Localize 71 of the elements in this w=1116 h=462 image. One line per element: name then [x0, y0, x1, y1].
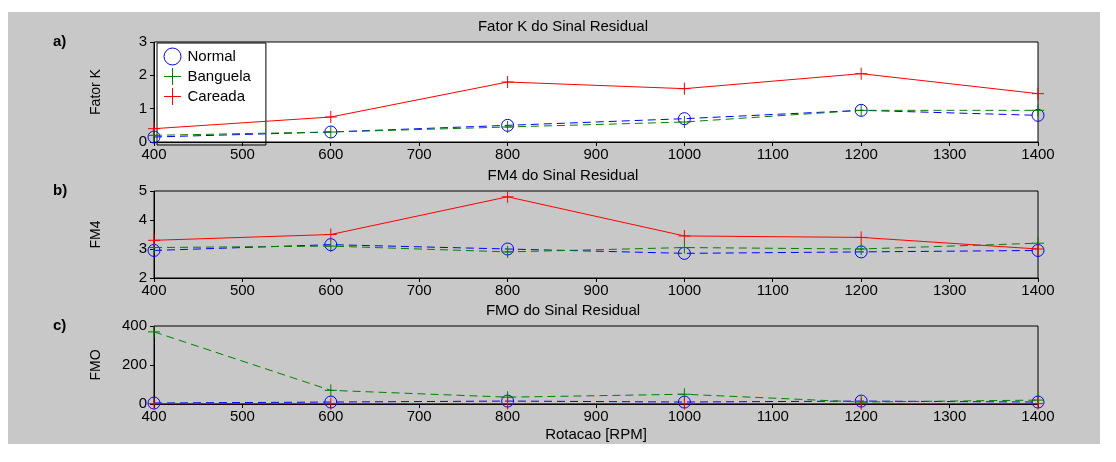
y-tick-label: 2: [138, 65, 147, 83]
x-tick-label: 1400: [1021, 281, 1055, 299]
point: [1031, 108, 1045, 122]
point: [147, 233, 161, 247]
x-tick-label: 1300: [932, 281, 967, 299]
y-tick-label: 0: [138, 132, 147, 150]
x-tick-label: 600: [318, 407, 344, 425]
y-tick-label: 0: [138, 394, 147, 412]
legend-label: Banguela: [187, 66, 252, 84]
x-tick-label: 1300: [932, 407, 967, 425]
y-tick-label: 2: [138, 268, 147, 286]
x-tick-label: 500: [229, 281, 255, 299]
point: [677, 246, 691, 260]
y-tick-label: 1: [138, 98, 147, 116]
x-tick-label: 1000: [667, 145, 702, 163]
x-tick-label: 1100: [756, 145, 789, 163]
text: a): [53, 31, 67, 49]
x-tick-label: 700: [406, 407, 432, 425]
x-tick-label: 800: [495, 145, 521, 163]
x-tick-label: 1100: [756, 281, 789, 299]
y-axis-title: FMO: [87, 349, 104, 381]
x-tick-label: 1100: [756, 407, 789, 425]
point: [1031, 87, 1045, 101]
x-tick-label: 1200: [844, 145, 878, 163]
point: [677, 82, 691, 96]
x-tick-label: 900: [583, 145, 609, 163]
point: [324, 110, 338, 124]
x-tick-label: 1000: [667, 407, 702, 425]
x-tick-label: 1400: [1021, 407, 1055, 425]
point: [501, 190, 515, 204]
chart-title: FM4 do Sinal Residual: [487, 166, 639, 184]
legend-label: Normal: [187, 46, 236, 64]
point: [854, 67, 868, 81]
y-tick-label: 400: [121, 316, 147, 334]
x-tick-label: 1000: [667, 281, 702, 299]
x-tick-label: 900: [583, 407, 609, 425]
point: [854, 230, 868, 244]
x-tick-label: 1200: [844, 407, 878, 425]
x-tick-label: 800: [495, 281, 521, 299]
y-tick-label: 3: [138, 32, 147, 50]
point: [147, 122, 161, 136]
y-tick-label: 200: [121, 355, 147, 373]
legend-label: Careada: [187, 86, 246, 104]
point: [324, 228, 338, 241]
point: [147, 325, 161, 339]
x-tick-label: 1400: [1021, 145, 1055, 163]
point: [324, 383, 338, 397]
x-tick-label: 500: [229, 407, 255, 425]
x-tick-label: 1200: [844, 281, 878, 299]
y-tick-label: 3: [138, 239, 147, 257]
y-axis-title: FM4: [87, 220, 104, 249]
x-axis-title: Rotacao [RPM]: [545, 425, 647, 443]
x-tick-label: 1300: [932, 145, 967, 163]
x-tick-label: 900: [583, 281, 609, 299]
x-tick-label: 600: [318, 281, 344, 299]
text: b): [53, 180, 68, 198]
y-tick-label: 4: [138, 210, 147, 228]
point: [677, 229, 691, 243]
point: [1031, 103, 1045, 117]
x-tick-label: 700: [406, 281, 432, 299]
y-tick-label: 5: [138, 181, 147, 199]
chart-title: Fator K do Sinal Residual: [477, 17, 649, 35]
x-tick-label: 500: [229, 145, 255, 163]
x-tick-label: 800: [495, 407, 521, 425]
x-tick-label: 700: [406, 145, 432, 163]
chart-title: FMO do Sinal Residual: [485, 301, 641, 319]
point: [501, 75, 515, 89]
x-tick-label: 600: [318, 145, 344, 163]
y-axis-title: Fator K: [87, 68, 104, 115]
point: [677, 241, 691, 255]
text: c): [53, 315, 67, 333]
